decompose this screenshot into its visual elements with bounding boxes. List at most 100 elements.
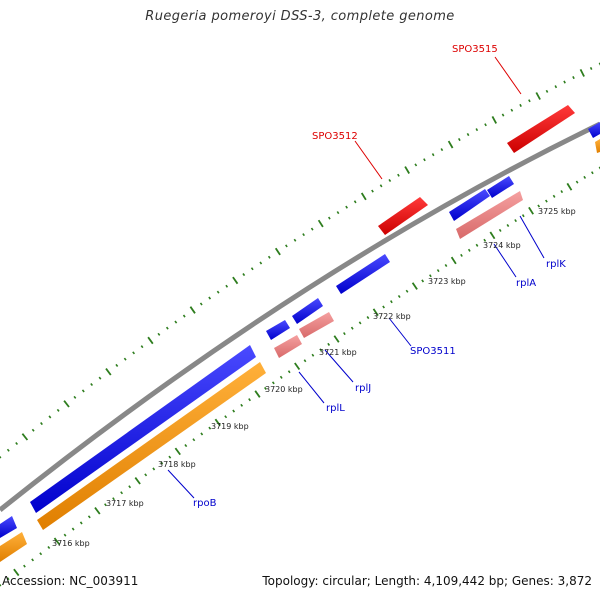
gene-feature-spo3512[interactable] — [378, 197, 428, 235]
minor-tick — [575, 180, 579, 184]
outer-tick-ring — [0, 62, 600, 459]
gene-feature-spo3515[interactable] — [507, 105, 575, 153]
major-tick — [105, 368, 112, 376]
minor-tick — [563, 80, 566, 84]
minor-tick — [271, 381, 275, 385]
minor-tick — [591, 171, 594, 175]
minor-tick — [224, 415, 228, 419]
minor-tick — [583, 175, 587, 179]
minor-tick — [174, 320, 178, 324]
major-tick — [411, 282, 418, 290]
minor-tick — [345, 205, 348, 209]
gene-label-rplk[interactable]: rplK — [546, 259, 566, 270]
kbp-label: 3719 kbp — [211, 422, 249, 431]
gene-label-spo3511[interactable]: SPO3511 — [410, 346, 456, 357]
minor-tick — [71, 527, 75, 531]
kbp-label: 3717 kbp — [106, 499, 144, 508]
minor-tick — [537, 204, 541, 208]
minor-tick — [444, 263, 448, 268]
orange-feature-main[interactable] — [37, 362, 266, 530]
rna-feature-rpla[interactable] — [456, 191, 523, 239]
minor-tick — [240, 403, 244, 407]
minor-tick — [104, 503, 107, 507]
kbp-scale-labels: 3716 kbp 3717 kbp 3718 kbp 3719 kbp 3720… — [52, 207, 576, 548]
minor-tick — [56, 408, 60, 412]
gene-label-spo3512[interactable]: SPO3512 — [312, 131, 358, 142]
gene-label-rpob[interactable]: rpoB — [193, 498, 217, 509]
minor-tick — [0, 455, 2, 459]
minor-tick — [397, 294, 401, 299]
major-tick — [489, 231, 496, 240]
minor-tick — [79, 521, 83, 525]
major-tick — [333, 335, 340, 343]
major-tick — [53, 537, 61, 546]
minor-tick — [232, 409, 236, 413]
gene-feature-right-edge[interactable] — [588, 122, 600, 138]
gene-label-spo3515[interactable]: SPO3515 — [452, 44, 498, 55]
gene-label-rpll[interactable]: rplL — [326, 403, 345, 414]
minor-tick — [165, 326, 169, 330]
minor-tick — [242, 273, 246, 277]
minor-tick — [431, 153, 435, 157]
minor-tick — [475, 243, 479, 247]
minor-tick — [545, 199, 548, 203]
minor-tick — [510, 108, 514, 112]
minor-tick — [40, 422, 43, 426]
gene-label-rplj[interactable]: rplJ — [355, 383, 371, 394]
minor-tick — [302, 233, 305, 237]
orange-feature-right-edge[interactable] — [595, 139, 600, 153]
minor-tick — [343, 332, 346, 336]
minor-tick — [475, 128, 479, 132]
gene-feature-rpla-cds[interactable] — [449, 189, 490, 221]
gene-labels: SPO3515 SPO3512 SPO3511 rplK rplA rplJ r… — [193, 44, 566, 509]
gene-feature-rplk[interactable] — [487, 176, 514, 198]
minor-tick — [31, 428, 35, 432]
minor-tick — [6, 577, 10, 581]
gene-feature-rpob-cds[interactable] — [30, 345, 256, 513]
leader-lines — [167, 56, 545, 499]
minor-tick — [192, 438, 196, 442]
inner-tick-ring — [0, 166, 600, 587]
minor-tick — [31, 558, 35, 562]
rna-feature-rplj[interactable] — [299, 312, 334, 338]
major-tick — [404, 166, 410, 174]
orange-feature-left-edge[interactable] — [0, 532, 27, 562]
gene-feature-rpll-cds[interactable] — [266, 320, 290, 340]
gene-feature-rplj-cds[interactable] — [292, 298, 323, 324]
major-tick — [134, 477, 141, 485]
minor-tick — [421, 279, 425, 283]
kbp-label: 3724 kbp — [483, 241, 521, 250]
major-tick — [491, 115, 497, 124]
minor-tick — [545, 89, 549, 93]
major-tick — [94, 507, 101, 515]
major-tick — [21, 433, 29, 441]
major-tick — [63, 400, 70, 408]
minor-tick — [390, 300, 393, 304]
major-tick — [450, 256, 457, 265]
minor-tick — [397, 173, 400, 177]
gene-feature-spo3511[interactable] — [336, 254, 390, 294]
minor-tick — [140, 345, 144, 349]
major-tick — [447, 140, 454, 149]
rna-feature-rpll[interactable] — [274, 335, 302, 358]
minor-tick — [160, 461, 164, 465]
minor-tick — [279, 375, 283, 379]
minor-tick — [157, 332, 161, 336]
major-tick — [214, 418, 221, 427]
minor-tick — [436, 269, 440, 273]
minor-tick — [388, 178, 392, 183]
minor-tick — [23, 564, 26, 568]
major-tick — [13, 568, 20, 577]
feature-track — [0, 105, 600, 562]
kbp-label: 3720 kbp — [265, 385, 303, 394]
major-tick — [566, 182, 573, 191]
minor-tick — [521, 214, 525, 218]
major-tick — [254, 390, 261, 398]
genome-backbone — [0, 121, 600, 512]
minor-tick — [123, 357, 127, 361]
gene-label-rpla[interactable]: rplA — [516, 278, 536, 289]
minor-tick — [336, 211, 340, 215]
gene-feature-left-edge[interactable] — [0, 516, 17, 538]
minor-tick — [310, 227, 314, 231]
